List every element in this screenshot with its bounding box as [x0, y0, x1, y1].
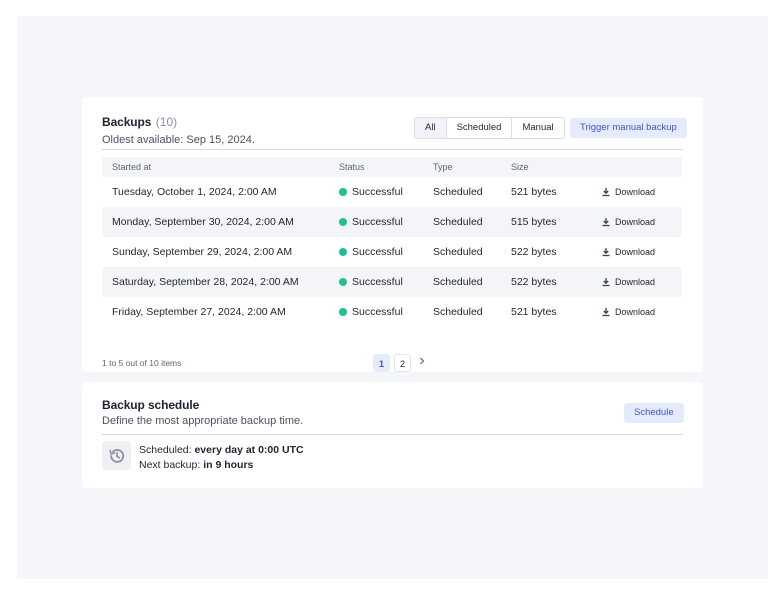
- type-cell: Scheduled: [433, 186, 483, 198]
- backups-divider: [102, 149, 683, 150]
- column-header-started: Started at: [112, 162, 152, 172]
- scheduled-value: every day at 0:00 UTC: [194, 444, 304, 456]
- backups-title: Backups: [102, 115, 152, 129]
- download-icon: [602, 218, 610, 227]
- page-background: Backups (10) Oldest available: Sep 15, 2…: [17, 16, 768, 579]
- backups-table: Started at Status Type Size Tuesday, Oct…: [102, 157, 682, 327]
- download-label: Download: [615, 217, 656, 227]
- download-button[interactable]: Download: [601, 187, 682, 197]
- page-2-button[interactable]: 2: [394, 354, 411, 372]
- download-label: Download: [615, 277, 656, 287]
- schedule-header: Backup schedule Define the most appropri…: [102, 398, 303, 427]
- table-body: Tuesday, October 1, 2024, 2:00 AM Success…: [102, 177, 682, 327]
- status-text: Successful: [352, 186, 403, 198]
- size-cell: 521 bytes: [511, 186, 557, 198]
- status-cell: Successful: [339, 276, 433, 288]
- backups-count: (10): [155, 115, 178, 129]
- type-cell: Scheduled: [433, 246, 483, 258]
- started-at-cell: Friday, September 27, 2024, 2:00 AM: [112, 306, 286, 318]
- schedule-button[interactable]: Schedule: [624, 403, 684, 423]
- type-cell: Scheduled: [433, 216, 483, 228]
- download-icon: [602, 278, 610, 287]
- next-backup-line: Next backup: in 9 hours: [139, 458, 304, 473]
- download-label: Download: [615, 247, 656, 257]
- download-button[interactable]: Download: [601, 277, 682, 287]
- started-at-cell: Saturday, September 28, 2024, 2:00 AM: [112, 276, 299, 288]
- download-icon: [602, 248, 610, 257]
- schedule-title: Backup schedule: [102, 398, 200, 412]
- download-icon: [602, 188, 610, 197]
- schedule-divider: [102, 434, 683, 435]
- backups-subtitle: Oldest available: Sep 15, 2024.: [102, 134, 255, 146]
- table-row: Monday, September 30, 2024, 2:00 AM Succe…: [102, 207, 682, 237]
- table-header: Started at Status Type Size: [102, 157, 682, 177]
- started-at-cell: Sunday, September 29, 2024, 2:00 AM: [112, 246, 293, 258]
- started-at-cell: Monday, September 30, 2024, 2:00 AM: [112, 216, 294, 228]
- type-cell: Scheduled: [433, 306, 483, 318]
- type-cell: Scheduled: [433, 276, 483, 288]
- download-icon: [602, 308, 610, 317]
- filter-scheduled-button[interactable]: Scheduled: [446, 118, 513, 138]
- column-header-type: Type: [433, 162, 453, 172]
- column-header-status: Status: [339, 162, 365, 172]
- size-cell: 521 bytes: [511, 306, 557, 318]
- status-text: Successful: [352, 246, 403, 258]
- trigger-manual-backup-button[interactable]: Trigger manual backup: [570, 118, 687, 138]
- status-text: Successful: [352, 306, 403, 318]
- backup-type-filter: All Scheduled Manual: [414, 117, 565, 139]
- column-header-size: Size: [511, 162, 529, 172]
- status-text: Successful: [352, 216, 403, 228]
- table-row: Saturday, September 28, 2024, 2:00 AM Suc…: [102, 267, 682, 297]
- download-button[interactable]: Download: [601, 217, 682, 227]
- started-at-cell: Tuesday, October 1, 2024, 2:00 AM: [112, 186, 277, 198]
- chevron-right-icon[interactable]: [415, 354, 429, 372]
- download-label: Download: [615, 307, 656, 317]
- page-1-button[interactable]: 1: [373, 354, 390, 372]
- status-cell: Successful: [339, 246, 433, 258]
- scheduled-line: Scheduled: every day at 0:00 UTC: [139, 443, 304, 458]
- download-button[interactable]: Download: [601, 247, 682, 257]
- table-row: Tuesday, October 1, 2024, 2:00 AM Success…: [102, 177, 682, 207]
- next-backup-value: in 9 hours: [203, 459, 254, 471]
- scheduled-label: Scheduled:: [139, 444, 195, 456]
- schedule-info: Scheduled: every day at 0:00 UTC Next ba…: [139, 443, 304, 473]
- pagination: 1 2: [373, 354, 429, 372]
- status-dot-icon: [339, 248, 347, 256]
- status-dot-icon: [339, 278, 347, 286]
- size-cell: 515 bytes: [511, 216, 557, 228]
- status-dot-icon: [339, 308, 347, 316]
- backups-card: Backups (10) Oldest available: Sep 15, 2…: [82, 97, 703, 372]
- status-dot-icon: [339, 188, 347, 196]
- status-cell: Successful: [339, 216, 433, 228]
- status-cell: Successful: [339, 186, 433, 198]
- download-button[interactable]: Download: [601, 307, 682, 317]
- backups-header: Backups (10) Oldest available: Sep 15, 2…: [102, 113, 255, 146]
- size-cell: 522 bytes: [511, 246, 557, 258]
- status-dot-icon: [339, 218, 347, 226]
- schedule-card: Backup schedule Define the most appropri…: [82, 382, 703, 488]
- table-row: Friday, September 27, 2024, 2:00 AM Succe…: [102, 297, 682, 327]
- next-backup-label: Next backup:: [139, 459, 204, 471]
- table-row: Sunday, September 29, 2024, 2:00 AM Succe…: [102, 237, 682, 267]
- download-label: Download: [615, 187, 656, 197]
- schedule-subtitle: Define the most appropriate backup time.: [102, 415, 304, 427]
- filter-manual-button[interactable]: Manual: [512, 118, 564, 138]
- filter-all-button[interactable]: All: [415, 118, 447, 138]
- status-text: Successful: [352, 276, 403, 288]
- history-icon: [102, 441, 131, 470]
- size-cell: 522 bytes: [511, 276, 557, 288]
- status-cell: Successful: [339, 306, 433, 318]
- pagination-summary: 1 to 5 out of 10 items: [102, 358, 182, 368]
